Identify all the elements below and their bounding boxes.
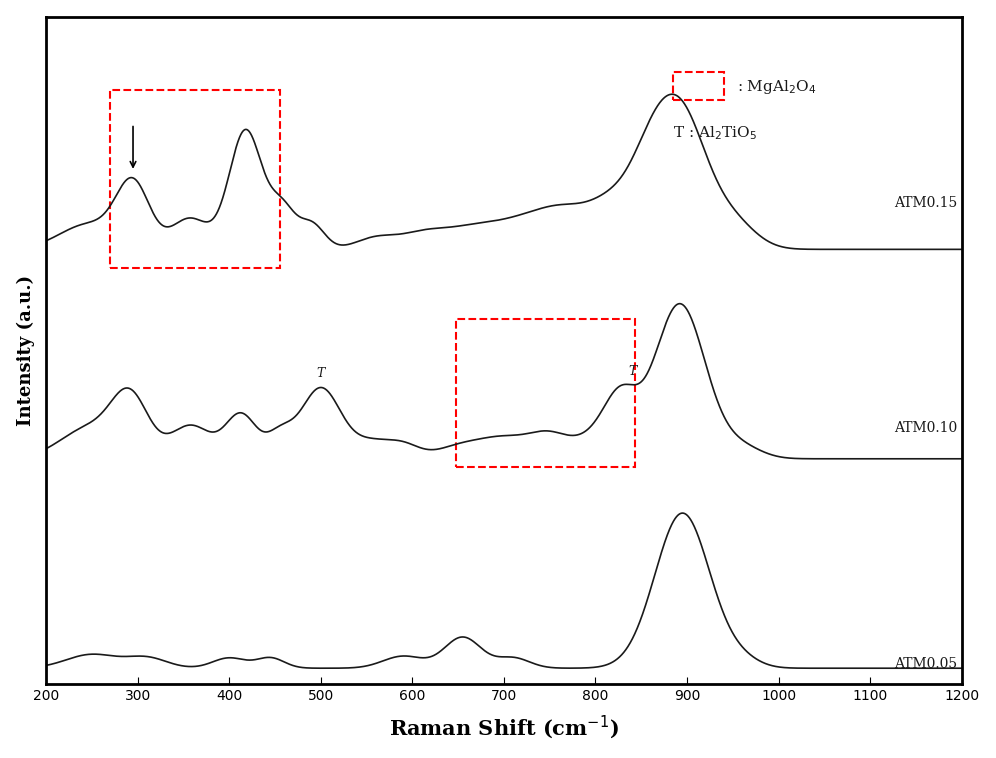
Y-axis label: Intensity (a.u.): Intensity (a.u.) [17, 274, 35, 426]
Bar [673, 72, 724, 100]
Text: T : Al$_2$TiO$_5$: T : Al$_2$TiO$_5$ [673, 124, 757, 143]
Bar [456, 319, 634, 466]
X-axis label: Raman Shift (cm$^{-1}$): Raman Shift (cm$^{-1}$) [389, 714, 619, 741]
Bar [111, 89, 280, 268]
Text: T: T [317, 367, 325, 380]
Text: ATM0.05: ATM0.05 [894, 656, 957, 671]
Text: ATM0.10: ATM0.10 [894, 421, 957, 435]
Text: T: T [627, 365, 636, 378]
Text: : MgAl$_2$O$_4$: : MgAl$_2$O$_4$ [737, 78, 817, 96]
Text: ATM0.15: ATM0.15 [894, 196, 957, 210]
